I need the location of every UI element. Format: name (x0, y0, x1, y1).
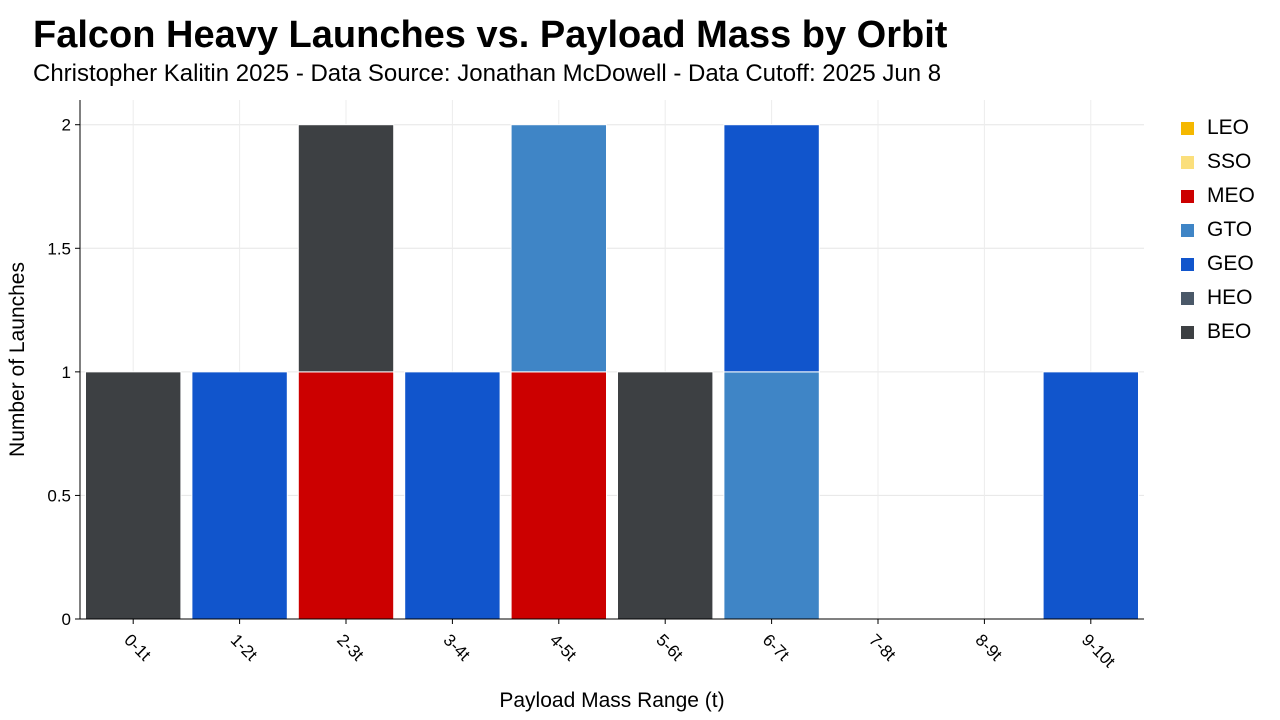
legend-label: BEO (1207, 320, 1252, 343)
bar-geo-9-10t (1042, 371, 1139, 620)
y-tick-label: 1 (62, 363, 71, 382)
y-tick-label: 0 (62, 610, 71, 629)
legend-label: LEO (1207, 116, 1250, 139)
legend-item-leo[interactable]: LEO (1181, 111, 1255, 145)
x-tick-label: 3-4t (440, 630, 474, 664)
bar-beo-2-3t (297, 124, 395, 373)
legend-item-heo[interactable]: HEO (1181, 281, 1255, 315)
legend-item-geo[interactable]: GEO (1181, 247, 1255, 281)
y-axis-label: Number of Launches (6, 262, 29, 457)
x-axis-label: Payload Mass Range (t) (499, 689, 724, 712)
legend-item-gto[interactable]: GTO (1181, 213, 1255, 247)
bar-gto-6-7t (723, 371, 820, 620)
x-tick-label: 0-1t (120, 630, 154, 664)
legend-swatch (1181, 291, 1194, 305)
legend-item-beo[interactable]: BEO (1181, 315, 1255, 349)
legend-label: GTO (1207, 218, 1253, 241)
chart-title: Falcon Heavy Launches vs. Payload Mass b… (33, 14, 948, 56)
legend-label: HEO (1207, 286, 1253, 309)
x-tick-label: 2-3t (333, 630, 367, 664)
legend-swatch (1181, 223, 1194, 237)
bar-geo-3-4t (404, 371, 501, 620)
chart-legend[interactable]: LEO SSO MEO GTO GEO HEO BEO (1181, 111, 1255, 349)
legend-swatch (1181, 325, 1194, 339)
x-tick-label: 6-7t (759, 630, 793, 664)
bar-geo-1-2t (191, 371, 288, 620)
legend-label: MEO (1207, 184, 1255, 207)
legend-label: GEO (1207, 252, 1254, 275)
legend-swatch (1181, 257, 1194, 271)
legend-item-meo[interactable]: MEO (1181, 179, 1255, 213)
x-tick-label: 9-10t (1078, 630, 1119, 671)
legend-swatch (1181, 155, 1194, 169)
legend-swatch (1181, 121, 1194, 135)
y-tick-label: 2 (62, 116, 71, 135)
x-tick-label: 8-9t (972, 630, 1006, 664)
legend-item-sso[interactable]: SSO (1181, 145, 1255, 179)
bar-gto-4-5t (510, 124, 608, 373)
bar-beo-0-1t (85, 371, 182, 620)
bar-meo-4-5t (510, 371, 608, 620)
legend-label: SSO (1207, 150, 1252, 173)
x-tick-label: 7-8t (865, 630, 899, 664)
bar-meo-2-3t (297, 371, 395, 620)
chart-subtitle: Christopher Kalitin 2025 - Data Source: … (33, 60, 942, 87)
y-tick-label: 0.5 (47, 486, 71, 505)
bar-geo-6-7t (723, 124, 820, 373)
y-tick-label: 1.5 (47, 239, 71, 258)
bar-beo-5-6t (617, 371, 714, 620)
x-tick-label: 4-5t (546, 630, 580, 664)
legend-swatch (1181, 189, 1194, 203)
x-tick-label: 1-2t (227, 630, 261, 664)
x-tick-label: 5-6t (652, 630, 686, 664)
